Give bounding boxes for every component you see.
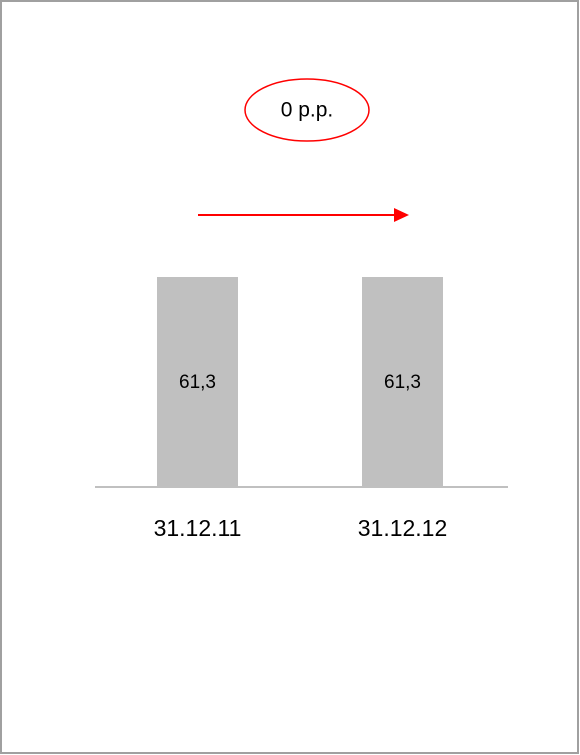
bar <box>362 277 443 487</box>
value-label: 61,3 <box>179 372 216 393</box>
annotation-ellipse <box>244 78 370 142</box>
x-tick-label: 31.12.11 <box>154 515 242 541</box>
arrow-head <box>394 208 409 222</box>
value-label: 61,3 <box>384 372 421 393</box>
bar <box>157 277 238 487</box>
annotation: 0 p.p. <box>281 99 334 122</box>
x-tick-label: 31.12.12 <box>358 515 448 541</box>
